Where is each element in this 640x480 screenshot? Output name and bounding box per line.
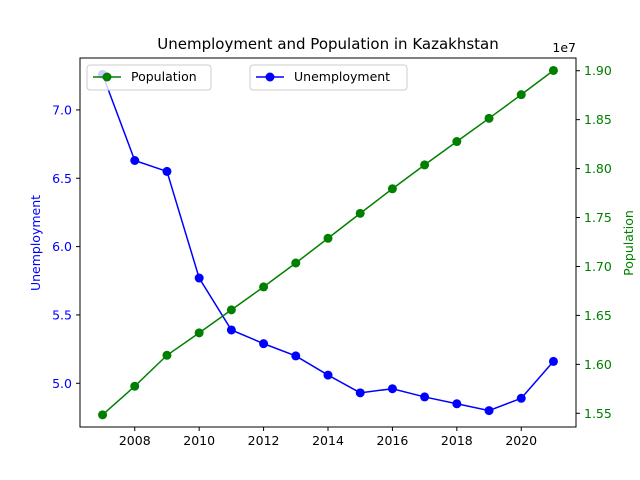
legend-population-label: Population xyxy=(131,69,197,84)
population-point xyxy=(291,258,301,268)
y-right-tick-label: 1.65 xyxy=(584,308,612,323)
unemployment-point xyxy=(259,339,269,349)
unemployment-point xyxy=(323,370,333,380)
y-right-tick-label: 1.85 xyxy=(584,112,612,127)
population-point xyxy=(130,381,140,391)
x-tick-label: 2012 xyxy=(248,433,280,448)
population-point xyxy=(162,350,172,360)
x-tick-label: 2014 xyxy=(312,433,344,448)
population-point xyxy=(226,305,236,315)
population-point xyxy=(484,113,494,123)
population-point xyxy=(323,233,333,243)
y-left-tick-label: 5.5 xyxy=(52,307,72,322)
population-point xyxy=(452,137,462,147)
y-axis-left-label: Unemployment xyxy=(28,195,43,291)
y-right-tick-label: 1.55 xyxy=(584,406,612,421)
population-point xyxy=(516,90,526,100)
legend-population: Population xyxy=(86,64,212,91)
legend-unemployment-label: Unemployment xyxy=(294,69,390,84)
population-point xyxy=(259,282,269,292)
unemployment-point xyxy=(516,393,526,403)
x-tick-label: 2020 xyxy=(505,433,537,448)
unemployment-point xyxy=(226,325,236,335)
y-left-tick-label: 6.0 xyxy=(52,239,72,254)
x-tick-label: 2010 xyxy=(183,433,215,448)
y-right-tick-label: 1.80 xyxy=(584,161,612,176)
unemployment-point xyxy=(548,356,558,366)
x-axis: 2008 2010 2012 2014 2016 2018 2020 xyxy=(119,427,537,448)
y-right-tick-label: 1.75 xyxy=(584,210,612,225)
unemployment-point xyxy=(420,392,430,402)
unemployment-point xyxy=(355,388,365,398)
x-tick-label: 2018 xyxy=(441,433,473,448)
series-layer xyxy=(98,65,558,420)
x-tick-label: 2008 xyxy=(119,433,151,448)
population-point xyxy=(194,328,204,338)
y-right-tick-label: 1.90 xyxy=(584,63,612,78)
unemployment-point xyxy=(452,399,462,409)
unemployment-point xyxy=(162,166,172,176)
chart-title: Unemployment and Population in Kazakhsta… xyxy=(157,35,499,53)
y-axis-left: 5.0 5.5 6.0 6.5 7.0 xyxy=(52,102,80,391)
population-point xyxy=(355,208,365,218)
x-tick-label: 2016 xyxy=(377,433,409,448)
y-right-tick-label: 1.70 xyxy=(584,259,612,274)
population-point xyxy=(387,184,397,194)
population-point xyxy=(98,410,108,420)
unemployment-point xyxy=(291,351,301,361)
y-right-tick-label: 1.60 xyxy=(584,357,612,372)
y-axis-right-label: Population xyxy=(621,210,636,276)
legend-population-box xyxy=(86,64,212,91)
unemployment-point xyxy=(387,384,397,394)
population-point xyxy=(420,160,430,170)
y-left-tick-label: 6.5 xyxy=(52,171,72,186)
population-point xyxy=(548,65,558,75)
unemployment-point xyxy=(194,273,204,283)
y-left-tick-label: 5.0 xyxy=(52,376,72,391)
y-axis-right-offset-text: 1e7 xyxy=(552,40,576,55)
legend-unemployment-marker xyxy=(265,72,275,82)
legend-unemployment: Unemployment xyxy=(249,64,408,91)
legend-population-marker xyxy=(102,72,112,82)
y-left-tick-label: 7.0 xyxy=(52,102,72,117)
y-axis-right: 1.55 1.60 1.65 1.70 1.75 1.80 1.85 1.90 xyxy=(576,63,612,421)
unemployment-point xyxy=(130,156,140,165)
unemployment-point xyxy=(484,406,494,416)
legend-unemployment-box xyxy=(249,64,408,91)
